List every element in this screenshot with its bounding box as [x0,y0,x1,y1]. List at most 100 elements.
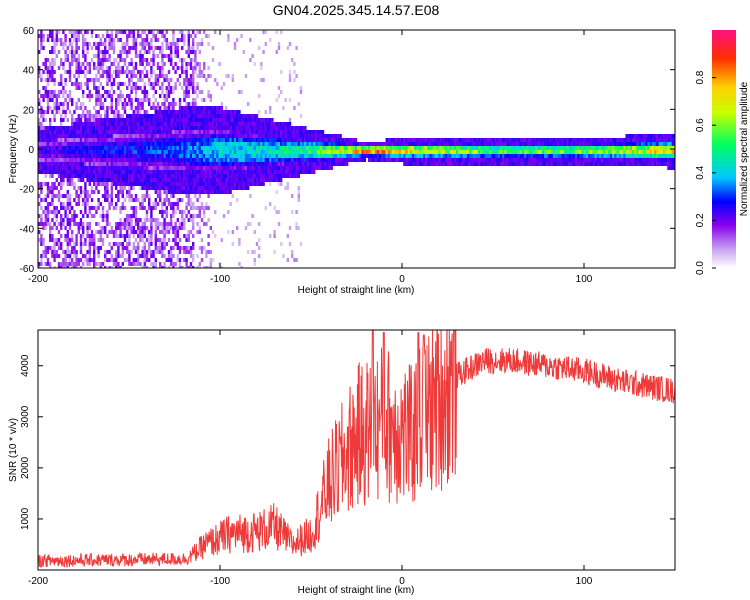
heatmap-cell [192,246,195,250]
heatmap-cell [216,178,219,182]
heatmap-cell [42,162,45,166]
heatmap-cell [40,170,43,174]
heatmap-cell [176,202,179,206]
heatmap-cell [60,138,63,142]
heatmap-cell [104,130,107,134]
heatmap-cell [207,114,210,118]
heatmap-cell [172,254,175,258]
heatmap-cell [178,226,182,230]
heatmap-cell [214,146,217,150]
heatmap-cell [139,42,142,46]
heatmap-cell [172,190,175,194]
heatmap-cell [150,138,153,142]
heatmap-cell [95,186,98,190]
heatmap-cell [172,138,175,142]
heatmap-cell [258,142,261,146]
heatmap-cell [95,262,98,266]
heatmap-cell [277,178,281,182]
heatmap-cell [75,118,78,122]
heatmap-cell [152,54,155,58]
heatmap-cell [99,130,102,134]
heatmap-cell [110,182,113,186]
heatmap-cell [53,258,56,262]
heatmap-cell [229,162,232,166]
heatmap-cell [220,146,223,150]
heatmap-cell [62,134,65,138]
heatmap-cell [183,162,186,166]
heatmap-cell [183,182,186,186]
heatmap-cell [97,70,100,74]
heatmap-cell [88,98,91,102]
heatmap-cell [93,42,96,46]
heatmap-cell [99,170,102,174]
heatmap-cell [170,158,173,162]
heatmap-cell [244,134,248,138]
heatmap-cell [49,226,52,230]
heatmap-cell [174,86,177,90]
heatmap-cell [49,62,52,66]
heatmap-cell [62,106,65,110]
heatmap-cell [106,142,109,146]
heatmap-cell [266,166,270,170]
heatmap-cell [126,34,129,38]
heatmap-cell [46,158,50,162]
heatmap-cell [40,142,43,146]
heatmap-cell [209,122,212,126]
heatmap-cell [141,98,144,102]
heatmap-cell [249,158,252,162]
heatmap-cell [128,46,131,50]
heatmap-cell [238,150,241,154]
heatmap-cell [154,166,157,170]
heatmap-cell [266,130,270,134]
heatmap-cell [440,146,443,150]
heatmap-cell [291,126,294,130]
heatmap-cell [159,106,162,110]
heatmap-cell [533,158,536,162]
heatmap-cell [62,154,65,158]
heatmap-cell [178,134,182,138]
heatmap-cell [156,30,160,34]
heatmap-cell [480,146,483,150]
heatmap-cell [354,146,358,150]
heatmap-cell [154,138,157,142]
heatmap-cell [570,150,573,154]
heatmap-cell [568,146,571,150]
heatmap-cell [599,142,602,146]
heatmap-cell [467,138,470,142]
heatmap-cell [231,178,234,182]
heatmap-cell [205,146,208,150]
heatmap-cell [106,78,109,82]
heatmap-cell [233,166,237,170]
heatmap-cell [244,182,248,186]
heatmap-cell [473,142,476,146]
heatmap-cell [137,250,140,254]
heatmap-cell [308,162,311,166]
heatmap-cell [260,138,263,142]
heatmap-cell [167,178,171,182]
heatmap-cell [599,158,602,162]
heatmap-cell [220,186,223,190]
heatmap-cell [282,162,285,166]
heatmap-cell [145,114,149,118]
heatmap-cell [115,114,118,118]
heatmap-cell [49,234,52,238]
heatmap-cell [101,106,105,110]
heatmap-cell [192,222,195,226]
heatmap-cell [143,258,146,262]
heatmap-cell [178,162,182,166]
heatmap-cell [198,166,201,170]
heatmap-cell [418,158,421,162]
heatmap-cell [163,202,166,206]
heatmap-cell [273,162,276,166]
heatmap-cell [189,86,193,90]
heatmap-cell [581,162,584,166]
heatmap-cell [273,230,276,234]
heatmap-cell [101,34,105,38]
heatmap-cell [154,98,157,102]
heatmap-cell [308,142,311,146]
heatmap-cell [497,142,501,146]
heatmap-cell [405,146,408,150]
heatmap-cell [269,134,272,138]
heatmap-cell [220,142,223,146]
heatmap-cell [200,178,204,182]
